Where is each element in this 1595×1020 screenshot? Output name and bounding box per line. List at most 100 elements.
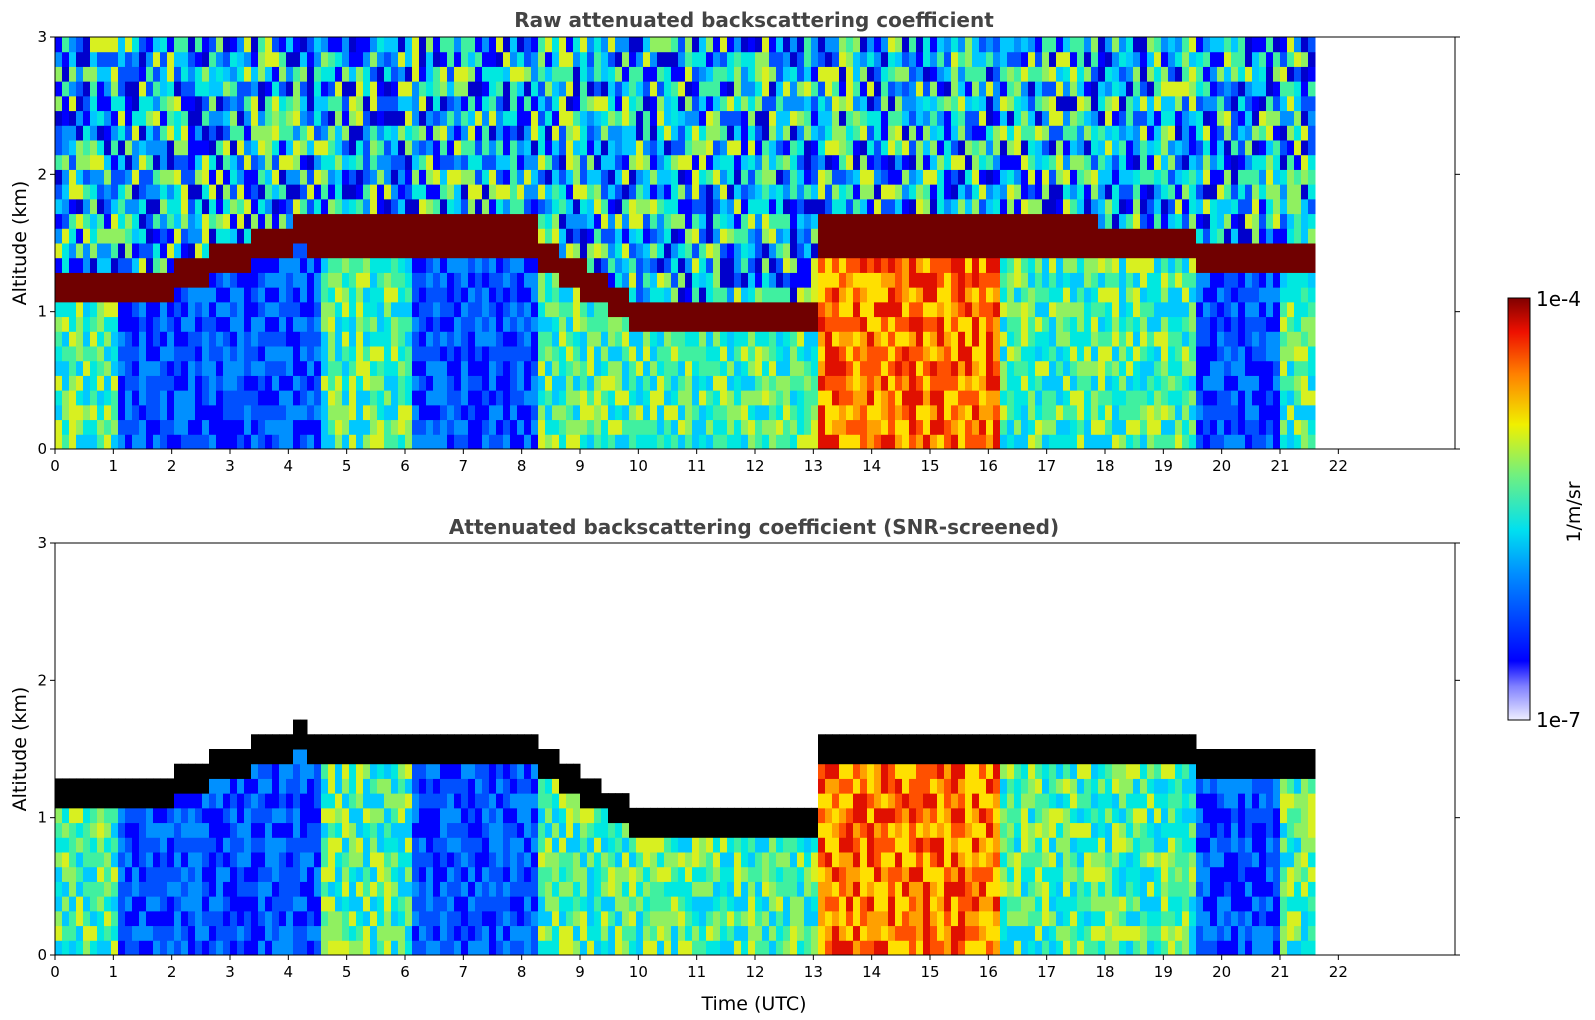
heatmap-cell [433,81,441,97]
heatmap-cell [531,66,539,82]
heatmap-cell [601,301,609,318]
heatmap-cell [1154,434,1162,449]
heatmap-cell [349,243,357,259]
heatmap-cell [83,272,91,288]
heatmap-cell [839,419,847,435]
heatmap-cell [447,51,455,67]
heatmap-cell [286,51,294,67]
heatmap-cell [1098,66,1106,82]
heatmap-cell [1217,37,1225,53]
heatmap-cell [1091,213,1099,229]
heatmap-cell [160,154,168,170]
heatmap-cell [797,95,805,112]
heatmap-cell [272,140,280,156]
heatmap-cell [55,346,63,362]
heatmap-cell [874,95,882,112]
heatmap-cell [846,169,854,185]
heatmap-cell [1252,243,1260,259]
heatmap-cell [279,95,287,112]
heatmap-cell [181,37,189,53]
heatmap-cell [762,110,770,126]
heatmap-cell [671,184,679,200]
heatmap-cell [244,316,252,332]
heatmap-cell [160,213,168,229]
heatmap-cell [580,66,588,82]
heatmap-cell [538,316,546,332]
heatmap-cell [1140,287,1148,303]
heatmap-cell [1119,331,1127,347]
heatmap-cell [489,125,497,141]
heatmap-cell [678,184,686,200]
heatmap-cell [832,419,840,435]
heatmap-cell [1056,37,1064,53]
heatmap-cell [181,434,189,449]
heatmap-cell [370,184,378,200]
heatmap-cell [153,169,161,185]
heatmap-cell [412,346,420,362]
heatmap-cell [923,390,931,406]
heatmap-cell [587,434,595,449]
heatmap-cell [517,434,525,449]
heatmap-cell [951,287,959,303]
heatmap-cell [517,360,525,376]
heatmap-cell [328,316,336,332]
heatmap-cell [230,243,238,259]
heatmap-cell [727,81,735,97]
heatmap-cell [944,243,952,259]
heatmap-cell [860,419,868,435]
heatmap-cell [104,184,112,200]
heatmap-cell [1294,287,1302,303]
heatmap-cell [762,66,770,82]
heatmap-cell [804,95,812,112]
heatmap-cell [69,419,77,435]
heatmap-cell [111,287,119,303]
heatmap-cell [251,419,259,435]
heatmap-cell [1224,404,1232,421]
heatmap-cell [594,81,602,97]
heatmap-cell [321,125,329,141]
heatmap-cell [188,257,196,273]
heatmap-cell [1035,95,1043,112]
heatmap-cell [55,66,63,82]
heatmap-cell [734,125,742,141]
heatmap-cell [741,66,749,82]
heatmap-cell [405,213,413,229]
heatmap-cell [580,140,588,156]
heatmap-cell [1154,213,1162,229]
heatmap-cell [503,272,511,288]
heatmap-cell [258,198,266,215]
heatmap-cell [398,346,406,362]
heatmap-cell [1021,154,1029,170]
heatmap-cell [881,301,889,318]
heatmap-cell [776,419,784,435]
heatmap-cell [699,316,707,332]
heatmap-cell [1084,81,1092,97]
heatmap-cell [1224,198,1232,215]
heatmap-cell [734,95,742,112]
heatmap-cell [1182,360,1190,376]
heatmap-cell [1252,125,1260,141]
heatmap-cell [251,169,259,185]
heatmap-cell [139,66,147,82]
heatmap-cell [552,95,560,112]
heatmap-cell [1147,198,1155,215]
heatmap-cell [727,316,735,332]
heatmap-cell [517,375,525,391]
heatmap-cell [972,37,980,53]
heatmap-cell [720,51,728,67]
heatmap-cell [230,198,238,215]
heatmap-cell [979,287,987,303]
heatmap-cell [587,169,595,185]
heatmap-cell [167,331,175,347]
heatmap-cell [692,390,700,406]
heatmap-cell [69,81,77,97]
heatmap-cell [601,66,609,82]
heatmap-cell [447,331,455,347]
heatmap-cell [181,243,189,259]
heatmap-cell [1077,125,1085,141]
heatmap-cell [1140,95,1148,112]
heatmap-cell [734,154,742,170]
heatmap-cell [202,184,210,200]
heatmap-cell [524,37,532,53]
heatmap-cell [1126,375,1134,391]
